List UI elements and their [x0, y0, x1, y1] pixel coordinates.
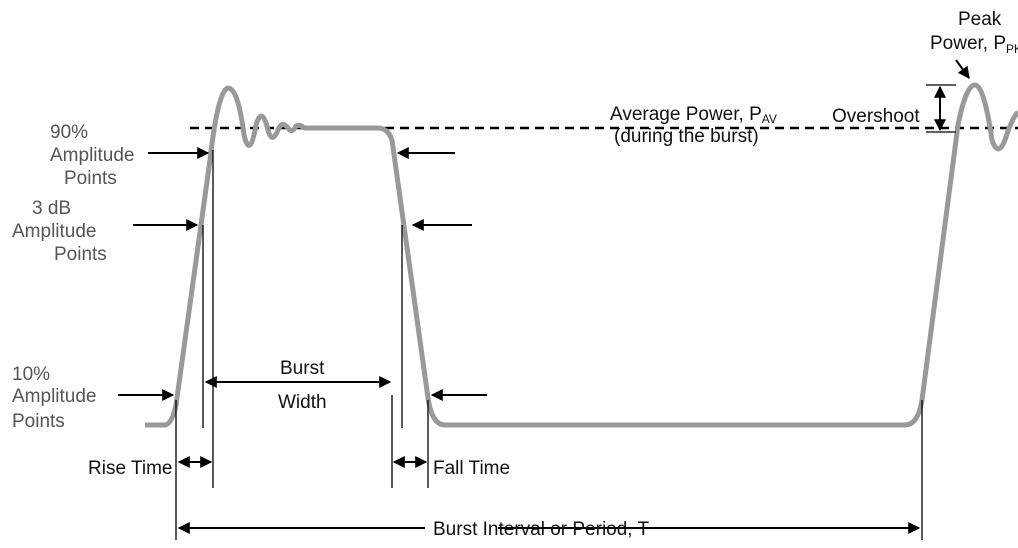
threedb-label: Points [54, 244, 107, 265]
average-label: Average Power, PAV [610, 104, 777, 126]
rise-time-label: Rise Time [88, 458, 172, 479]
threedb-label: 3 dB [32, 198, 71, 219]
ten-label: Points [12, 411, 65, 432]
ten-label: Amplitude [12, 386, 97, 407]
average-label: (during the burst) [614, 126, 759, 147]
peak-subscript: PK [1006, 42, 1018, 56]
ten-label: 10% [12, 364, 50, 385]
average-label: Average Power, P [610, 104, 762, 125]
peak-label: Peak [958, 9, 1002, 30]
ninety-label: 90% [50, 122, 88, 143]
peak-label: Power, P [930, 33, 1006, 54]
ninety-label: Amplitude [50, 145, 135, 166]
burst-width-label: Width [278, 392, 327, 413]
average-subscript: AV [762, 112, 777, 126]
reference-lines [175, 84, 956, 540]
burst-width-label: Burst [280, 358, 325, 379]
waveform [145, 82, 1018, 428]
threedb-label: Amplitude [12, 221, 97, 242]
overshoot-label: Overshoot [832, 106, 920, 127]
peak-label: Power, PPK [930, 33, 1018, 56]
ninety-label: Points [64, 168, 117, 189]
fall-time-label: Fall Time [433, 458, 510, 479]
arrows [118, 59, 970, 534]
burst-interval-label: Burst Interval or Period, T [433, 519, 650, 540]
